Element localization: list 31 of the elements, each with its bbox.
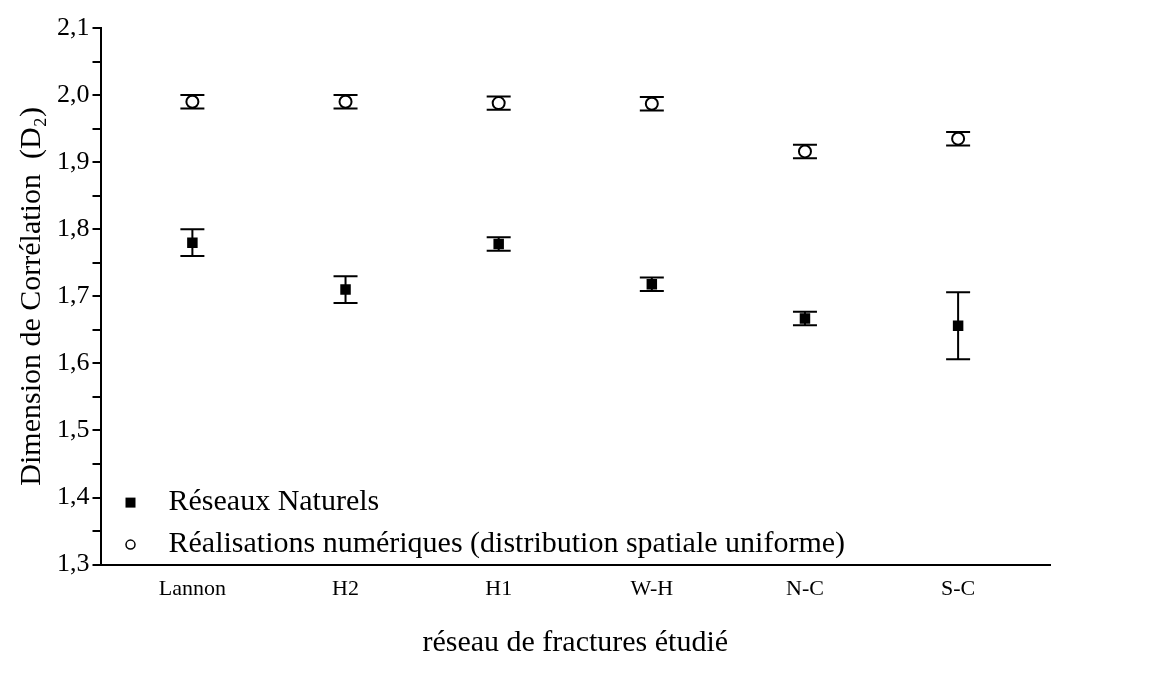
y-axis-title: Dimension de Corrélation (D₂) [12,106,47,486]
y-tick-label: 1,9 [57,145,90,175]
point [951,131,966,146]
point [646,278,658,290]
x-tick-label: Lannon [158,574,226,600]
point [644,96,659,111]
x-tick-label: N-C [786,574,824,600]
y-tick-label: 1,4 [57,481,90,511]
legend-label: Réalisations numériques (distribution spatiale uniforme) [168,525,846,560]
x-tick-label: H2 [332,574,359,600]
point [187,237,198,248]
x-axis-title: réseau de fractures étudié [422,623,729,657]
y-tick-label: 2,0 [57,78,90,108]
point [952,320,964,332]
y-tick-label: 2,1 [57,11,90,41]
point [338,94,353,109]
point [797,144,812,159]
y-tick-label: 1,5 [57,414,90,444]
x-tick-label: S-C [940,574,976,600]
y-tick-label: 1,6 [57,347,90,377]
point [185,94,200,109]
point [340,284,351,295]
point [493,238,504,250]
point [799,313,811,324]
y-tick-label: 1,3 [57,548,90,578]
y-tick-label: 1,8 [57,213,90,243]
x-tick-label: H1 [485,574,513,600]
point [491,96,506,111]
y-tick-label: 1,7 [57,280,90,310]
x-tick-label: W-H [630,574,674,600]
legend-label: Réseaux Naturels [168,483,380,517]
